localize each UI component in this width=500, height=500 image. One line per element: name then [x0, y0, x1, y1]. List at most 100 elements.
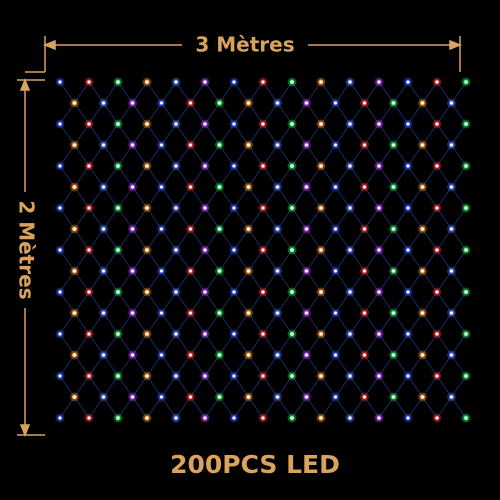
led — [420, 310, 425, 316]
led — [202, 205, 208, 211]
led — [173, 205, 179, 211]
led — [376, 289, 382, 295]
led — [289, 79, 295, 85]
led — [144, 121, 150, 127]
led — [362, 142, 367, 148]
led — [115, 331, 121, 337]
led — [275, 100, 280, 106]
led — [57, 205, 63, 211]
led — [318, 247, 324, 253]
led — [289, 205, 295, 211]
led — [391, 184, 396, 190]
led — [362, 268, 367, 274]
led — [115, 205, 121, 211]
led — [449, 100, 454, 106]
led — [115, 79, 121, 85]
led — [318, 373, 324, 379]
led — [57, 79, 63, 85]
label-bg — [10, 192, 40, 308]
led — [391, 268, 396, 274]
led — [333, 226, 338, 232]
led — [405, 205, 411, 211]
led — [86, 79, 92, 85]
led — [347, 373, 353, 379]
led — [231, 373, 237, 379]
led — [362, 184, 367, 190]
led — [130, 394, 135, 400]
led — [188, 100, 193, 106]
led — [231, 163, 237, 169]
led — [463, 373, 469, 379]
led — [304, 352, 309, 358]
led — [173, 79, 179, 85]
led — [275, 226, 280, 232]
led — [144, 289, 150, 295]
led — [318, 331, 324, 337]
led — [246, 310, 251, 316]
led-net — [55, 77, 471, 423]
led — [347, 331, 353, 337]
arrow-head — [19, 77, 31, 91]
led — [217, 142, 222, 148]
led — [260, 247, 266, 253]
led — [115, 247, 121, 253]
led — [202, 415, 208, 421]
led — [333, 100, 338, 106]
led — [188, 226, 193, 232]
led — [391, 310, 396, 316]
led — [202, 121, 208, 127]
led — [130, 100, 135, 106]
led — [434, 205, 440, 211]
led — [159, 394, 164, 400]
led — [405, 121, 411, 127]
led — [246, 226, 251, 232]
led — [202, 373, 208, 379]
led — [260, 289, 266, 295]
led — [115, 163, 121, 169]
led — [362, 352, 367, 358]
led — [188, 184, 193, 190]
led — [188, 394, 193, 400]
led — [304, 142, 309, 148]
led — [420, 184, 425, 190]
led — [391, 226, 396, 232]
led — [101, 142, 106, 148]
led — [231, 79, 237, 85]
led — [391, 142, 396, 148]
led — [202, 79, 208, 85]
led — [130, 352, 135, 358]
led — [463, 205, 469, 211]
led — [57, 289, 63, 295]
led — [449, 394, 454, 400]
led — [275, 310, 280, 316]
led — [86, 247, 92, 253]
led — [275, 184, 280, 190]
led — [434, 289, 440, 295]
led — [57, 373, 63, 379]
led — [217, 184, 222, 190]
led — [101, 226, 106, 232]
led — [463, 121, 469, 127]
led — [449, 310, 454, 316]
led — [318, 415, 324, 421]
led — [405, 79, 411, 85]
led — [376, 163, 382, 169]
led — [347, 415, 353, 421]
led — [434, 121, 440, 127]
led — [246, 394, 251, 400]
led — [72, 100, 77, 106]
led — [304, 184, 309, 190]
led — [405, 247, 411, 253]
led — [333, 142, 338, 148]
led — [449, 184, 454, 190]
label-bg — [182, 30, 308, 60]
caption: 200PCS LED — [170, 450, 340, 479]
led — [231, 121, 237, 127]
led — [246, 352, 251, 358]
led — [57, 121, 63, 127]
led — [420, 142, 425, 148]
led — [318, 205, 324, 211]
led — [57, 163, 63, 169]
led — [405, 289, 411, 295]
